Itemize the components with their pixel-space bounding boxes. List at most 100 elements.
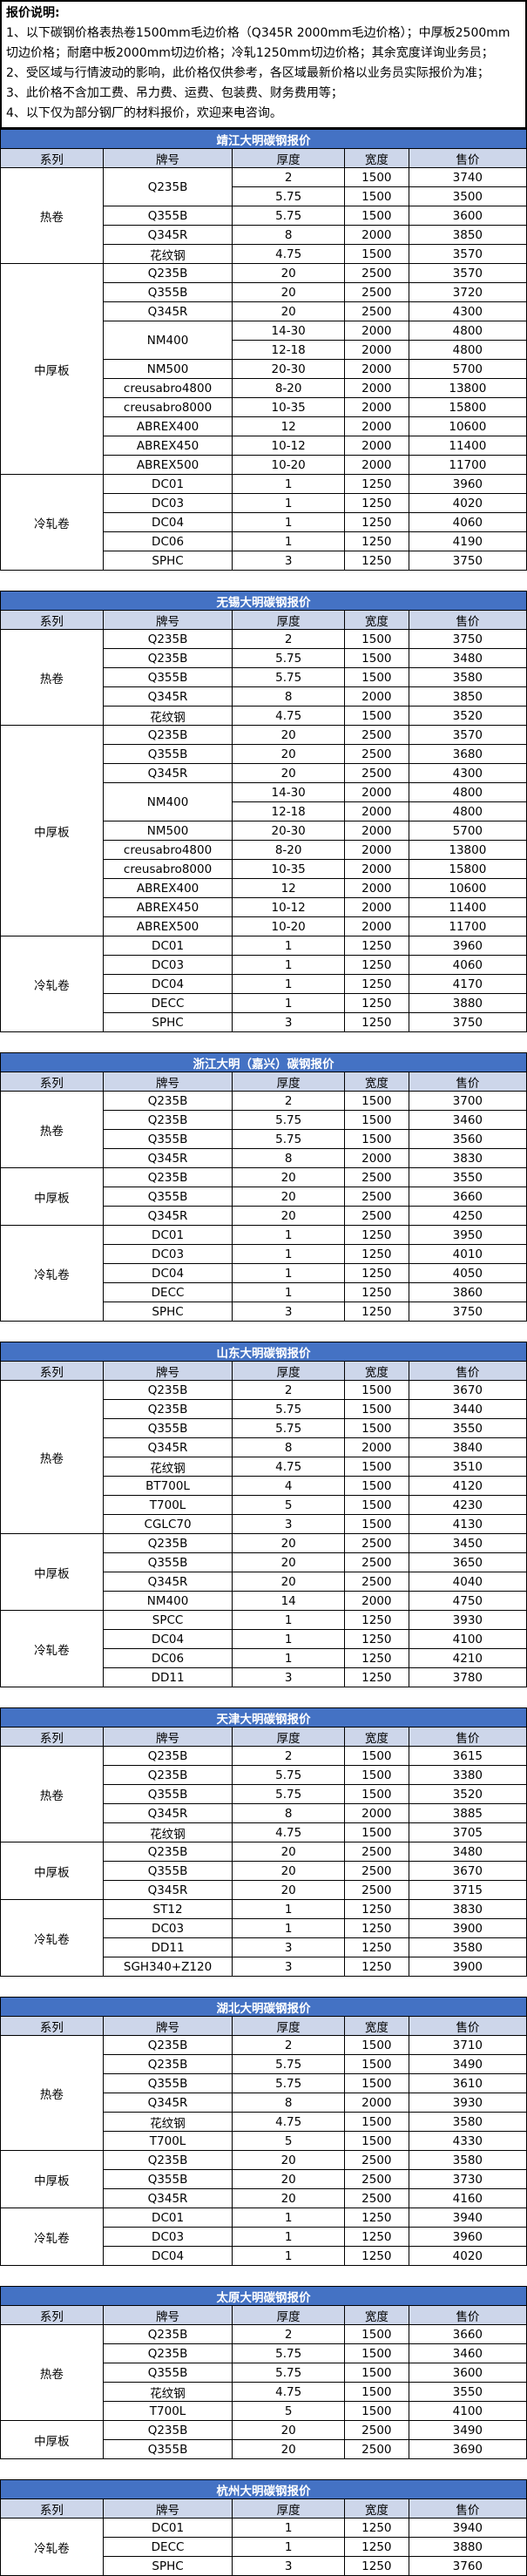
price-cell: 15800: [408, 859, 527, 879]
thickness-cell: 5.75: [232, 648, 345, 668]
price-cell: 5700: [408, 359, 527, 379]
grade-cell: Q345R: [102, 686, 233, 707]
price-table-7: 太原大明碳钢报价 系列 牌号 厚度 宽度 售价 热卷 Q235B 2 1500 3660 Q235B 5…: [0, 2286, 527, 2459]
thickness-cell: 1: [232, 1918, 345, 1938]
price-cell: 3670: [408, 1380, 527, 1400]
grade-cell: Q345R: [102, 1880, 233, 1900]
width-cell: 1500: [343, 2343, 409, 2363]
table-title: 天津大明碳钢报价: [0, 1707, 527, 1727]
thickness-cell: 1: [232, 2246, 345, 2266]
price-cell: 3480: [408, 648, 527, 668]
grade-cell: creusabro4800: [102, 378, 233, 398]
grade-cell: Q235B: [102, 1091, 233, 1111]
column-header: 系列: [0, 1727, 104, 1747]
grade-cell: DC04: [102, 974, 233, 994]
thickness-cell: 20: [232, 282, 345, 302]
column-header: 宽度: [343, 2305, 409, 2325]
table-row: 冷轧卷 DC01 1 1250 3950: [0, 1225, 527, 1322]
price-cell: 11700: [408, 916, 527, 936]
grade-cell: Q355B: [102, 1187, 233, 1207]
table-row: DC03 1 1250 4020: [1, 493, 527, 513]
grade-cell: DC03: [102, 1244, 233, 1264]
table-header-row: 系列 牌号 厚度 宽度 售价: [0, 2498, 527, 2519]
column-header: 牌号: [102, 1727, 233, 1747]
thickness-cell: 1: [232, 1282, 345, 1302]
table-row: 热卷 Q235B 2 1500 3670: [0, 1380, 527, 1534]
table-row: 冷轧卷 DC01 1 1250 3940: [0, 2208, 527, 2266]
width-cell: 1250: [343, 2227, 409, 2247]
price-table-1: 靖江大明碳钢报价 系列 牌号 厚度 宽度 售价 热卷 Q235B 2 1500 3740 5.75 15…: [0, 129, 527, 571]
series-cell: 冷轧卷: [0, 1225, 104, 1322]
width-cell: 1500: [343, 1457, 409, 1477]
width-cell: 2500: [343, 1552, 409, 1572]
grade-cell: Q235B: [102, 1380, 233, 1400]
thickness-cell: 20: [232, 1572, 345, 1592]
grade-cell: T700L: [102, 1495, 233, 1515]
column-header: 厚度: [232, 1361, 345, 1381]
series-cell: 中厚板: [0, 725, 104, 936]
width-cell: 1250: [343, 1629, 409, 1649]
column-header: 系列: [0, 2305, 104, 2325]
thickness-cell: 5.75: [232, 1110, 345, 1130]
table-row: Q355B 5.75 1500 3520: [1, 1784, 527, 1804]
grade-cell: Q345R: [102, 1572, 233, 1592]
price-cell: 4010: [408, 1244, 527, 1264]
width-cell: 2000: [343, 782, 409, 802]
column-header: 售价: [408, 2498, 527, 2519]
column-header: 牌号: [102, 2498, 233, 2519]
price-cell: 4040: [408, 1572, 527, 1592]
table-row: T700L 5 1500 4100: [1, 2401, 527, 2421]
thickness-cell: 14-30: [232, 782, 345, 802]
price-cell: 3520: [408, 1784, 527, 1804]
price-cell: 3600: [408, 206, 527, 226]
grade-cell: DC01: [102, 936, 233, 956]
table-row: SPHC 3 1250 3750: [1, 551, 527, 571]
width-cell: 1500: [343, 667, 409, 687]
thickness-cell: 20: [232, 1861, 345, 1881]
price-cell: 13800: [408, 840, 527, 860]
price-cell: 3615: [408, 1746, 527, 1766]
grade-cell: DC04: [102, 1263, 233, 1283]
table-title: 湖北大明碳钢报价: [0, 1997, 527, 2017]
table-row: Q345R 20 2500 4250: [1, 1206, 527, 1226]
table-row: ABREX400 12 2000 10600: [1, 416, 527, 436]
price-cell: 3860: [408, 1282, 527, 1302]
column-header: 售价: [408, 1361, 527, 1381]
series-cell: 冷轧卷: [0, 2208, 104, 2266]
grade-cell: DC03: [102, 1918, 233, 1938]
price-cell: 3550: [408, 1167, 527, 1187]
thickness-cell: 20: [232, 1552, 345, 1572]
width-cell: 1500: [343, 1129, 409, 1149]
column-header: 售价: [408, 610, 527, 630]
grade-cell: BT700L: [102, 1476, 233, 1496]
table-row: Q355B 20 2500 3670: [1, 1861, 527, 1881]
table-row: 热卷 Q235B 2 1500 3750: [0, 629, 527, 726]
table-row: DC04 1 1250 4060: [1, 512, 527, 532]
thickness-cell: 5.75: [232, 1784, 345, 1804]
thickness-cell: 1: [232, 2518, 345, 2538]
table-row: 中厚板 Q235B 20 2500 3570: [0, 263, 527, 475]
series-cell: 冷轧卷: [0, 1899, 104, 1977]
table-row: 中厚板 Q235B 20 2500 3450: [0, 1533, 527, 1611]
price-cell: 3900: [408, 1957, 527, 1977]
table-row: 热卷 Q235B 2 1500 3740: [0, 167, 527, 264]
table-row: Q355B 20 2500 3660: [1, 1187, 527, 1207]
price-cell: 3950: [408, 1225, 527, 1245]
column-header: 厚度: [232, 2498, 345, 2519]
grade-cell: Q355B: [102, 2073, 233, 2093]
grade-cell: DC06: [102, 1648, 233, 1668]
series-cell: 中厚板: [0, 2150, 104, 2208]
notes-heading: 报价说明:: [6, 6, 60, 20]
thickness-cell: 5.75: [232, 2073, 345, 2093]
thickness-cell: 2: [232, 1380, 345, 1400]
width-cell: 1500: [343, 1476, 409, 1496]
grade-cell: DC04: [102, 512, 233, 532]
width-cell: 2500: [343, 1167, 409, 1187]
thickness-cell: 3: [232, 1514, 345, 1534]
width-cell: 1250: [343, 2556, 409, 2576]
price-table-2: 无锡大明碳钢报价 系列 牌号 厚度 宽度 售价 热卷 Q235B 2 1500 3750 Q235B 5…: [0, 591, 527, 1032]
grade-cell: Q235B: [102, 648, 233, 668]
thickness-cell: 2: [232, 1091, 345, 1111]
column-header: 售价: [408, 1072, 527, 1092]
width-cell: 2500: [343, 263, 409, 283]
